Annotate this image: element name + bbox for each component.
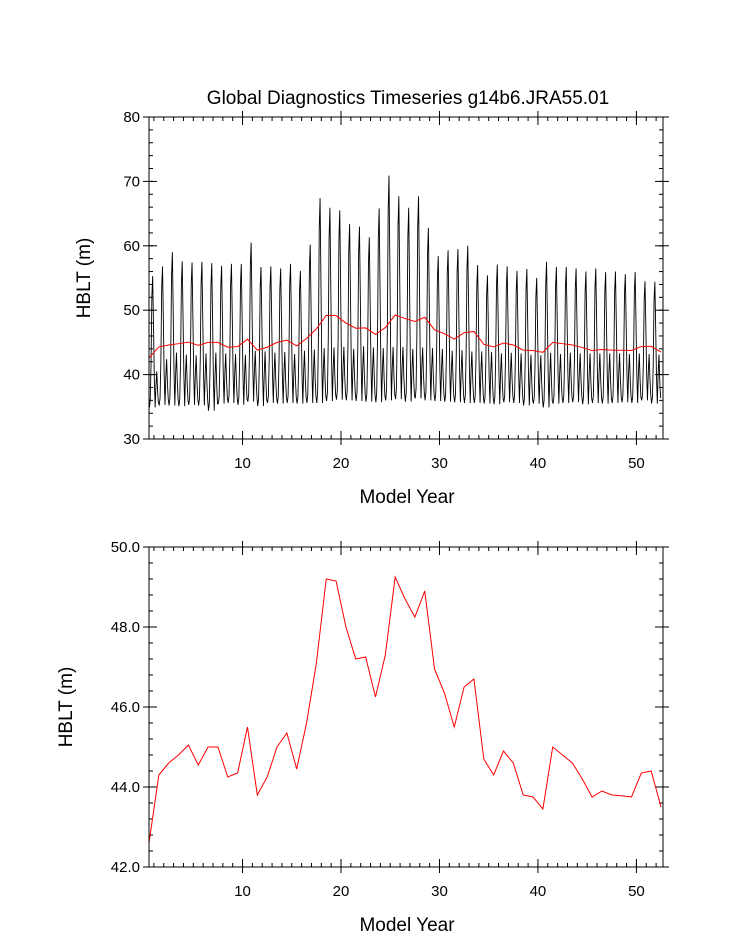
y-tick-label: 70 — [123, 173, 140, 190]
x-tick-label: 30 — [431, 883, 448, 900]
x-tick-label: 50 — [628, 455, 645, 472]
x-axis-label: Model Year — [359, 915, 455, 936]
y-axis-label: HBLT (m) — [74, 238, 95, 319]
x-tick-label: 40 — [530, 455, 547, 472]
x-tick-label: 40 — [530, 883, 547, 900]
y-tick-label: 30 — [123, 431, 140, 448]
y-tick-label: 60 — [123, 238, 140, 255]
x-tick-label: 30 — [431, 455, 448, 472]
x-axis-label: Model Year — [359, 487, 455, 508]
x-tick-label: 50 — [628, 883, 645, 900]
y-tick-label: 46.0 — [111, 699, 140, 716]
plot-area — [149, 175, 662, 411]
x-tick-label: 10 — [234, 883, 251, 900]
y-tick-label: 50 — [123, 302, 140, 319]
y-tick-label: 44.0 — [111, 779, 140, 796]
y-axis-label: HBLT (m) — [56, 667, 77, 748]
figure-title: Global Diagnostics Timeseries g14b6.JRA5… — [207, 88, 609, 109]
x-tick-label: 20 — [333, 883, 350, 900]
y-tick-label: 50.0 — [111, 539, 140, 556]
annual-mean-series-line — [149, 314, 662, 359]
y-tick-label: 40 — [123, 367, 140, 384]
plot-frame — [148, 116, 664, 440]
x-tick-label: 20 — [333, 455, 350, 472]
x-tick-label: 10 — [234, 455, 251, 472]
annual-mean-series-line — [149, 575, 662, 844]
y-tick-label: 80 — [123, 109, 140, 126]
y-tick-label: 42.0 — [111, 859, 140, 876]
monthly-series-line — [149, 175, 662, 411]
y-tick-label: 48.0 — [111, 619, 140, 636]
plot-area — [149, 575, 662, 844]
plot-frame — [148, 546, 664, 868]
bottom-chart: 10 20 30 40 50 42.0 44.0 46.0 48.0 50.0 Model Year… — [56, 539, 669, 936]
top-chart: 10 20 30 40 50 30 40 50 60 70 80 Model Year HBLT (m) — [74, 109, 669, 508]
